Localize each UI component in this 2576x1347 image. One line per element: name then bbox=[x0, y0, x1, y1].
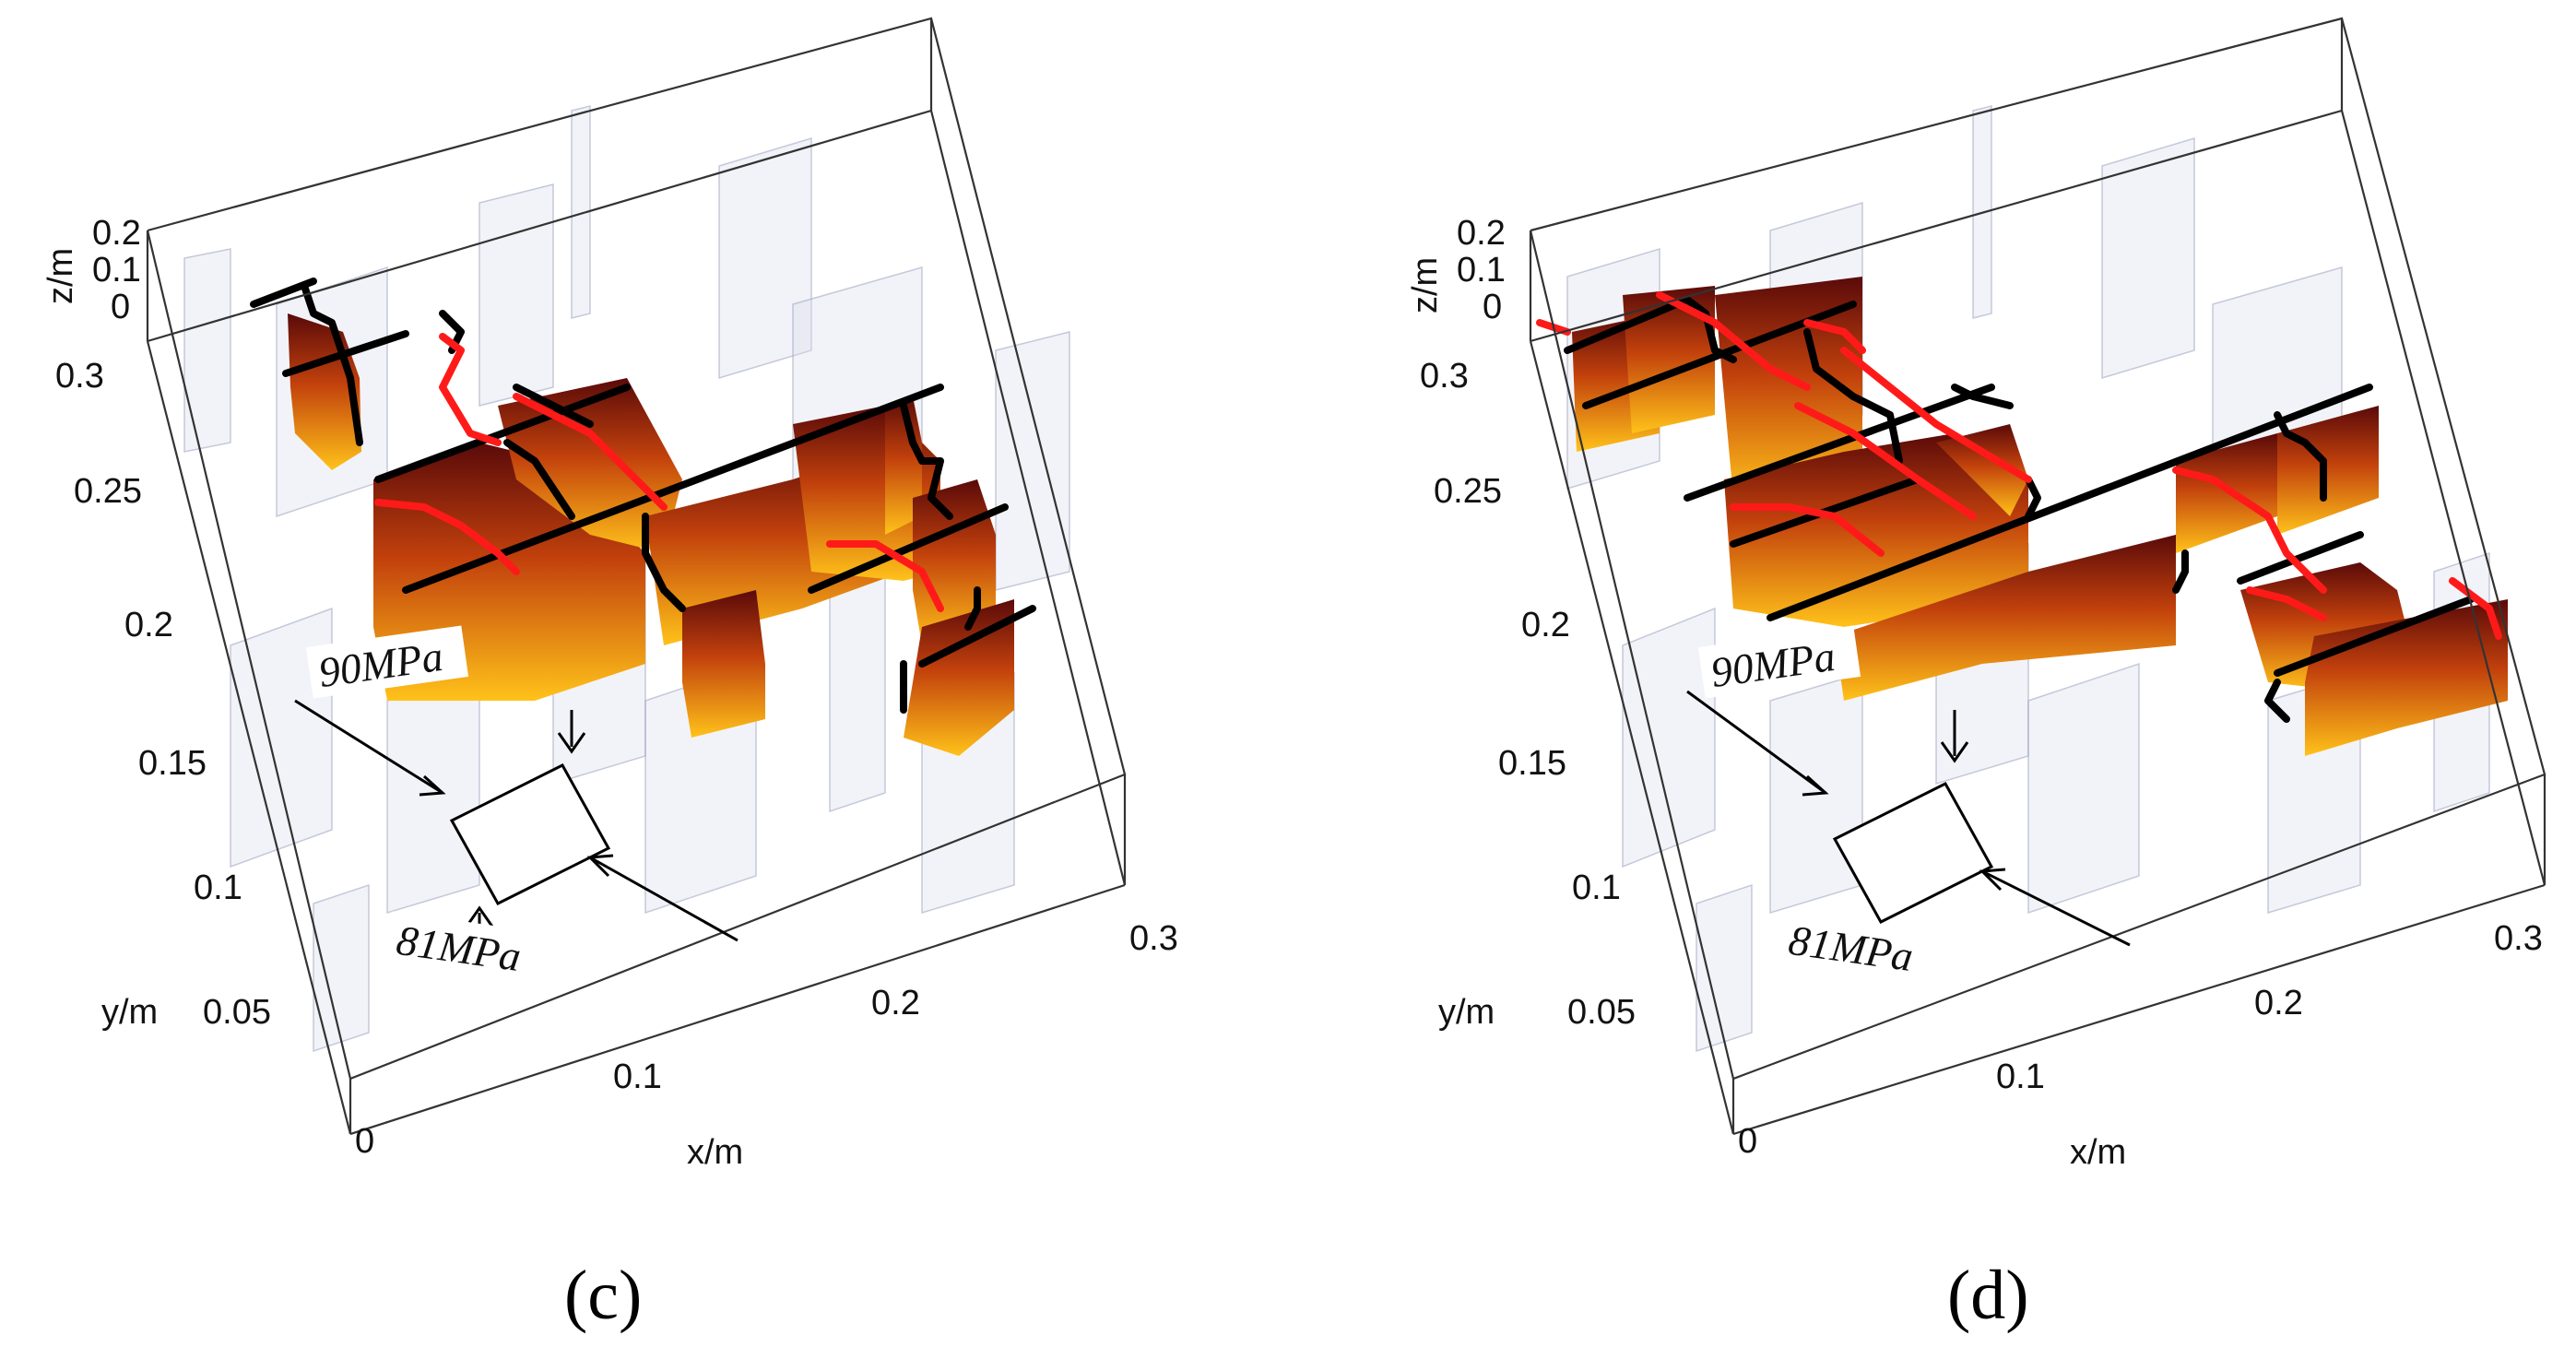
panel-label-d: (d) bbox=[1947, 1257, 2029, 1334]
z-tick: 0.1 bbox=[1457, 251, 1506, 289]
y-tick: 0.15 bbox=[1498, 744, 1566, 783]
x-tick: 0.1 bbox=[613, 1058, 662, 1096]
stress-sketch bbox=[1686, 690, 2131, 968]
x-axis: 0 0.1 0.2 0.3 x/m bbox=[1738, 919, 2543, 1172]
stress-label-max: 90MPa bbox=[305, 625, 469, 699]
fracture-planes bbox=[1572, 277, 2508, 756]
z-tick: 0 bbox=[111, 288, 130, 326]
bounding-box bbox=[146, 17, 1127, 1136]
x-tick: 0 bbox=[355, 1122, 374, 1161]
y-tick: 0.05 bbox=[1567, 993, 1636, 1032]
z-tick: 0 bbox=[1483, 288, 1502, 326]
y-tick: 0.3 bbox=[55, 357, 104, 396]
x-axis-title: x/m bbox=[2070, 1133, 2126, 1172]
x-axis-title: x/m bbox=[687, 1133, 743, 1172]
svg-text:81MPa: 81MPa bbox=[394, 916, 524, 980]
fracture-traces-red bbox=[374, 333, 944, 612]
y-tick: 0.25 bbox=[1434, 472, 1502, 511]
z-axis-title: z/m bbox=[1406, 257, 1445, 313]
panel-label-c: (c) bbox=[564, 1257, 642, 1334]
stress-sketch bbox=[294, 699, 739, 950]
y-axis: 0.3 0.25 0.2 0.15 0.1 0.05 y/m bbox=[1420, 357, 1636, 1032]
y-tick: 0.2 bbox=[124, 606, 173, 644]
z-tick: 0.2 bbox=[1457, 214, 1506, 253]
z-axis: 0.2 0.1 0 z/m bbox=[41, 214, 141, 326]
stress-label-min: 81MPa bbox=[384, 911, 548, 985]
y-axis: 0.3 0.25 0.2 0.15 0.1 0.05 y/m bbox=[55, 357, 271, 1032]
x-axis: 0 0.1 0.2 0.3 x/m bbox=[355, 919, 1178, 1172]
x-tick: 0.2 bbox=[2254, 984, 2303, 1022]
fracture-traces-black bbox=[250, 278, 1036, 714]
y-tick: 0.2 bbox=[1521, 606, 1570, 644]
y-tick: 0.05 bbox=[203, 993, 271, 1032]
x-tick: 0 bbox=[1738, 1122, 1757, 1161]
x-tick: 0.3 bbox=[1129, 919, 1178, 958]
y-tick: 0.3 bbox=[1420, 357, 1469, 396]
stress-label-min: 81MPa bbox=[1776, 911, 1940, 985]
y-tick: 0.15 bbox=[138, 744, 207, 783]
y-tick: 0.1 bbox=[194, 868, 242, 907]
y-axis-title: y/m bbox=[1438, 993, 1495, 1032]
panel-d: 90MPa 81MPa 0.2 0.1 0 z/m 0.3 0.25 0.2 0… bbox=[1406, 17, 2546, 1334]
x-tick: 0.1 bbox=[1996, 1058, 2045, 1096]
panel-c: 90MPa 81MPa 0.2 0.1 0 z/m 0.3 0.25 0.2 0… bbox=[41, 17, 1178, 1334]
svg-text:81MPa: 81MPa bbox=[1786, 916, 1916, 980]
bounding-box bbox=[1529, 17, 2546, 1136]
fracture-traces-black bbox=[1564, 296, 2475, 723]
z-axis: 0.2 0.1 0 z/m bbox=[1406, 214, 1506, 326]
x-tick: 0.2 bbox=[871, 984, 920, 1022]
z-tick: 0.2 bbox=[92, 214, 141, 253]
z-axis-title: z/m bbox=[41, 248, 80, 304]
y-tick: 0.25 bbox=[74, 472, 142, 511]
z-tick: 0.1 bbox=[92, 251, 141, 289]
y-tick: 0.1 bbox=[1572, 868, 1621, 907]
x-tick: 0.3 bbox=[2494, 919, 2543, 958]
y-axis-title: y/m bbox=[101, 993, 158, 1032]
fracture-traces-red bbox=[1536, 291, 2502, 640]
